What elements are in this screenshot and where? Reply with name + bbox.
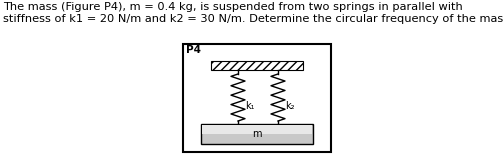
Bar [211, 61, 303, 70]
Bar [202, 125, 312, 134]
Text: The mass (Figure P4), m = 0.4 kg, is suspended from two springs in parallel with: The mass (Figure P4), m = 0.4 kg, is sus… [3, 2, 463, 12]
Bar [201, 124, 313, 144]
Text: m: m [252, 129, 262, 139]
Text: P4: P4 [186, 45, 201, 55]
Text: stiffness of k1 = 20 N/m and k2 = 30 N/m. Determine the circular frequency of th: stiffness of k1 = 20 N/m and k2 = 30 N/m… [3, 14, 503, 24]
Text: k₁: k₁ [245, 101, 255, 111]
Text: k₂: k₂ [285, 101, 294, 111]
Bar [183, 44, 331, 152]
